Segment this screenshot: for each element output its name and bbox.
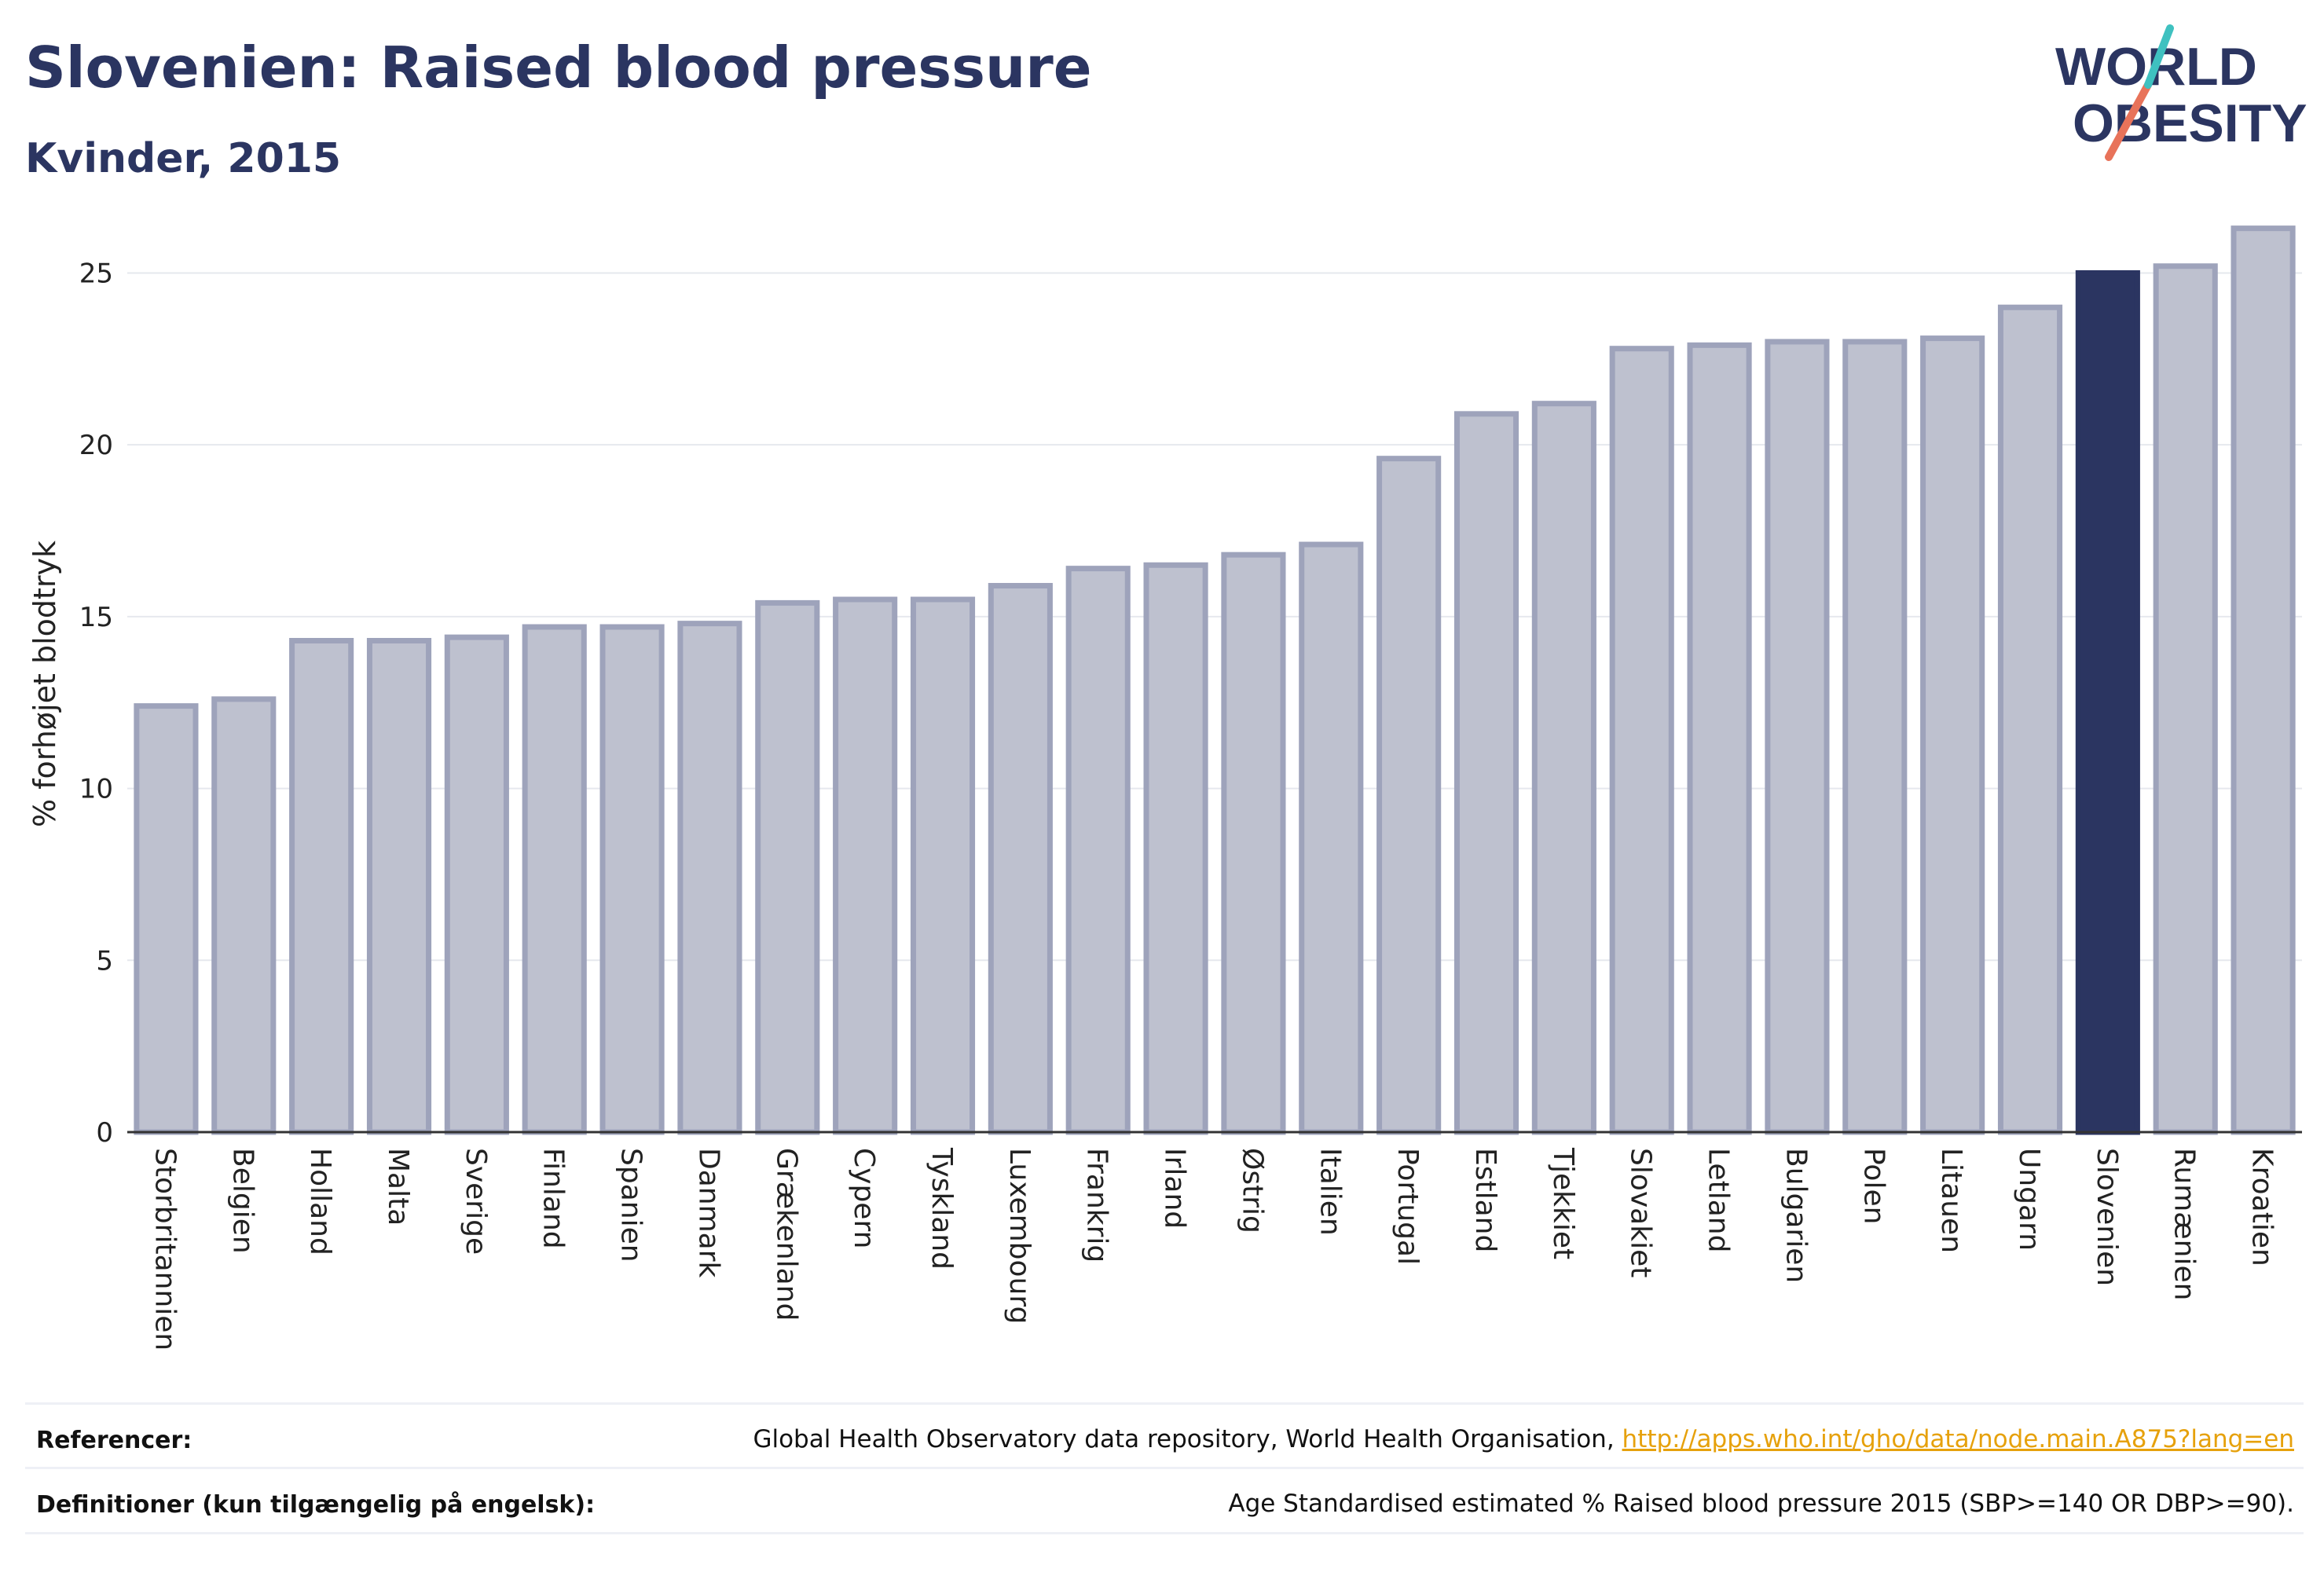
- page-title: Slovenien: Raised blood pressure: [25, 35, 1092, 101]
- bar: [1765, 339, 1830, 1135]
- x-tick-label: Tyskland: [926, 1147, 958, 1270]
- x-tick-label: Finland: [537, 1148, 570, 1249]
- bar: [1531, 401, 1596, 1135]
- x-tick-label: Grækenland: [770, 1148, 802, 1321]
- x-tick-label: Litauen: [1935, 1148, 1967, 1253]
- x-tick-label: Italien: [1314, 1148, 1346, 1236]
- x-tick-label: Storbritannien: [148, 1148, 181, 1351]
- footer-divider: [25, 1402, 2304, 1405]
- bar: [1609, 346, 1674, 1135]
- x-tick-label: Holland: [304, 1148, 336, 1255]
- x-tick-label: Slovenien: [2091, 1148, 2123, 1286]
- x-tick-label: Rumænien: [2168, 1148, 2201, 1300]
- x-tick-label: Cypern: [848, 1148, 880, 1248]
- bar: [1143, 562, 1208, 1135]
- logo-slash-teal: [2144, 24, 2174, 89]
- bar: [910, 596, 976, 1135]
- logo-text-obesity: OBESITY: [2073, 93, 2308, 153]
- references-link[interactable]: http://apps.who.int/gho/data/node.main.A…: [1622, 1425, 2294, 1453]
- y-tick-label: 10: [79, 774, 113, 805]
- page-subtitle: Kvinder, 2015: [25, 135, 342, 182]
- x-tick-label: Estland: [1469, 1148, 1501, 1252]
- bar: [444, 634, 509, 1135]
- bar: [1842, 339, 1908, 1135]
- x-tick-label: Danmark: [692, 1148, 724, 1278]
- bar: [1687, 342, 1752, 1135]
- x-tick-label: Luxembourg: [1003, 1148, 1036, 1324]
- bar: [988, 583, 1053, 1135]
- x-tick-label: Letland: [1703, 1148, 1735, 1252]
- y-tick-label: 20: [79, 430, 113, 461]
- bar: [2075, 269, 2140, 1135]
- bar: [134, 703, 199, 1135]
- bar: [2231, 225, 2296, 1135]
- bar: [599, 624, 665, 1135]
- x-tick-label: Malta: [382, 1148, 414, 1226]
- x-tick-label: Ungarn: [2013, 1148, 2045, 1251]
- x-tick-label: Irland: [1159, 1148, 1191, 1229]
- references-value: Global Health Observatory data repositor…: [753, 1425, 2294, 1453]
- bar: [366, 638, 432, 1135]
- bar-chart: 0 5 10 15 20 25 % forhøjet blodtryk Storbritann…: [27, 225, 2302, 1351]
- bar: [833, 596, 898, 1135]
- y-axis-title: % forhøjet blodtryk: [27, 541, 62, 827]
- bar: [677, 621, 742, 1135]
- references-text: Global Health Observatory data repositor…: [753, 1425, 1622, 1453]
- x-tick-label: Portugal: [1391, 1148, 1424, 1265]
- x-tick-label: Belgien: [226, 1148, 258, 1254]
- logo-slash-coral: [2105, 81, 2152, 161]
- footer-divider: [25, 1532, 2304, 1534]
- bar: [2153, 263, 2218, 1135]
- references-label: Referencer:: [36, 1427, 192, 1454]
- bar: [1221, 552, 1286, 1135]
- definitions-value: Age Standardised estimated % Raised bloo…: [1228, 1490, 2294, 1518]
- y-tick-label: 0: [96, 1117, 113, 1149]
- bar: [289, 638, 354, 1135]
- bar: [1920, 335, 1985, 1135]
- bar: [1453, 411, 1519, 1135]
- bar: [1997, 304, 2063, 1135]
- x-tick-label: Østrig: [1236, 1148, 1268, 1233]
- x-tick-label: Polen: [1857, 1148, 1890, 1224]
- bar: [1299, 541, 1364, 1135]
- x-tick-label: Tjekkiet: [1547, 1147, 1579, 1259]
- bar: [522, 624, 587, 1135]
- bar: [211, 696, 277, 1135]
- y-tick-label: 25: [79, 258, 113, 289]
- footer-divider: [25, 1467, 2304, 1469]
- definitions-label: Definitioner (kun tilgængelig på engelsk…: [36, 1491, 596, 1519]
- x-tick-label: Spanien: [615, 1148, 647, 1263]
- bar: [1376, 456, 1442, 1135]
- bar: [755, 599, 820, 1135]
- y-tick-label: 5: [96, 945, 113, 977]
- y-tick-label: 15: [79, 602, 113, 633]
- bar: [1065, 566, 1131, 1135]
- x-tick-label: Slovakiet: [1625, 1148, 1657, 1277]
- x-tick-label: Sverige: [460, 1148, 492, 1255]
- x-tick-label: Kroatien: [2246, 1148, 2278, 1266]
- x-tick-label: Frankrig: [1081, 1148, 1113, 1263]
- x-tick-label: Bulgarien: [1780, 1148, 1812, 1283]
- world-obesity-logo: WORLD OBESITY: [2055, 24, 2308, 161]
